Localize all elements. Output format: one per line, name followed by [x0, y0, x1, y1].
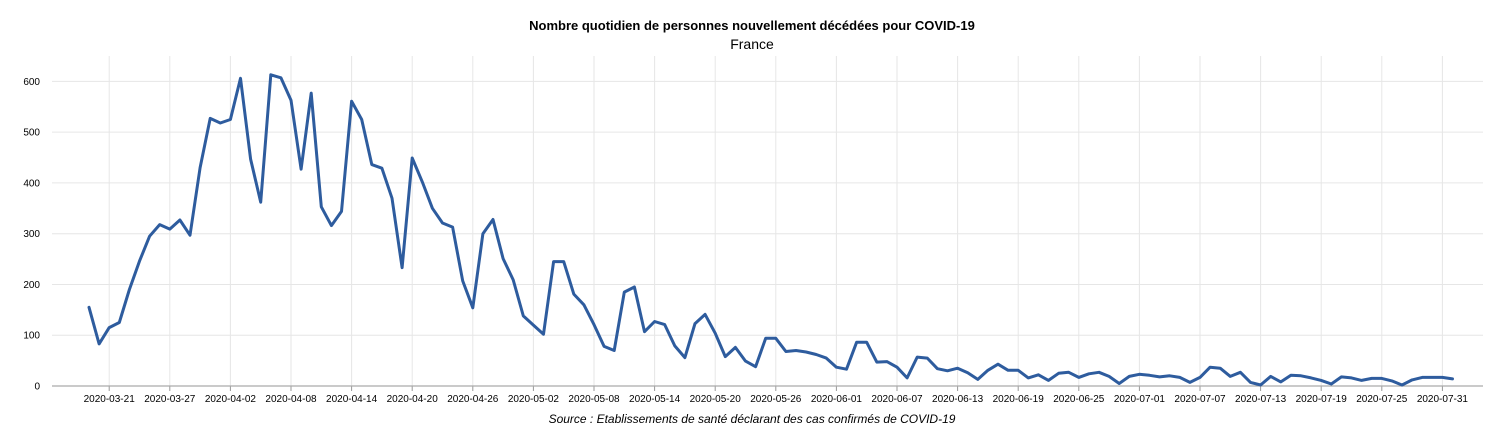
x-tick-label: 2020-05-20: [690, 394, 742, 405]
x-tick-label: 2020-05-08: [568, 394, 620, 405]
x-tick-label: 2020-06-19: [993, 394, 1045, 405]
x-tick-label: 2020-03-27: [144, 394, 196, 405]
x-tick-label: 2020-04-08: [265, 394, 317, 405]
x-tick-label: 2020-05-14: [629, 394, 681, 405]
grid: [52, 56, 1483, 386]
x-tick-label: 2020-06-07: [871, 394, 923, 405]
series-line: [87, 73, 1454, 387]
x-tick-label: 2020-03-21: [84, 394, 136, 405]
y-tick-label: 600: [23, 77, 40, 88]
x-tick-label: 2020-04-14: [326, 394, 378, 405]
x-tick-label: 2020-07-01: [1114, 394, 1166, 405]
chart-subtitle: France: [730, 36, 774, 52]
x-tick-label: 2020-04-02: [205, 394, 257, 405]
y-tick-label: 400: [23, 178, 40, 189]
x-tick-label: 2020-06-25: [1053, 394, 1105, 405]
y-tick-label: 500: [23, 128, 40, 139]
y-tick-label: 200: [23, 280, 40, 291]
y-tick-label: 300: [23, 229, 40, 240]
x-tick-label: 2020-06-13: [932, 394, 984, 405]
x-tick-label: 2020-07-31: [1417, 394, 1469, 405]
x-tick-label: 2020-04-26: [447, 394, 499, 405]
x-axis: 2020-03-21 2020-03-27 2020-04-02 2020-04-08…: [52, 385, 1483, 405]
x-tick-label: 2020-07-07: [1174, 394, 1226, 405]
chart-title: Nombre quotidien de personnes nouvelleme…: [529, 18, 975, 33]
chart-source: Source : Etablissements de santé déclara…: [549, 412, 956, 426]
y-tick-label: 100: [23, 331, 40, 342]
x-tick-label: 2020-07-19: [1296, 394, 1348, 405]
y-tick-label: 0: [34, 382, 40, 393]
x-tick-label: 2020-06-01: [811, 394, 863, 405]
x-tick-label: 2020-07-13: [1235, 394, 1287, 405]
y-axis: 0 100 200 300 400 500 600: [23, 77, 40, 393]
x-tick-label: 2020-05-26: [750, 394, 802, 405]
x-tick-label: 2020-07-25: [1356, 394, 1408, 405]
x-tick-label: 2020-05-02: [508, 394, 560, 405]
x-tick-label: 2020-04-20: [387, 394, 439, 405]
series-layer: [87, 73, 1454, 387]
